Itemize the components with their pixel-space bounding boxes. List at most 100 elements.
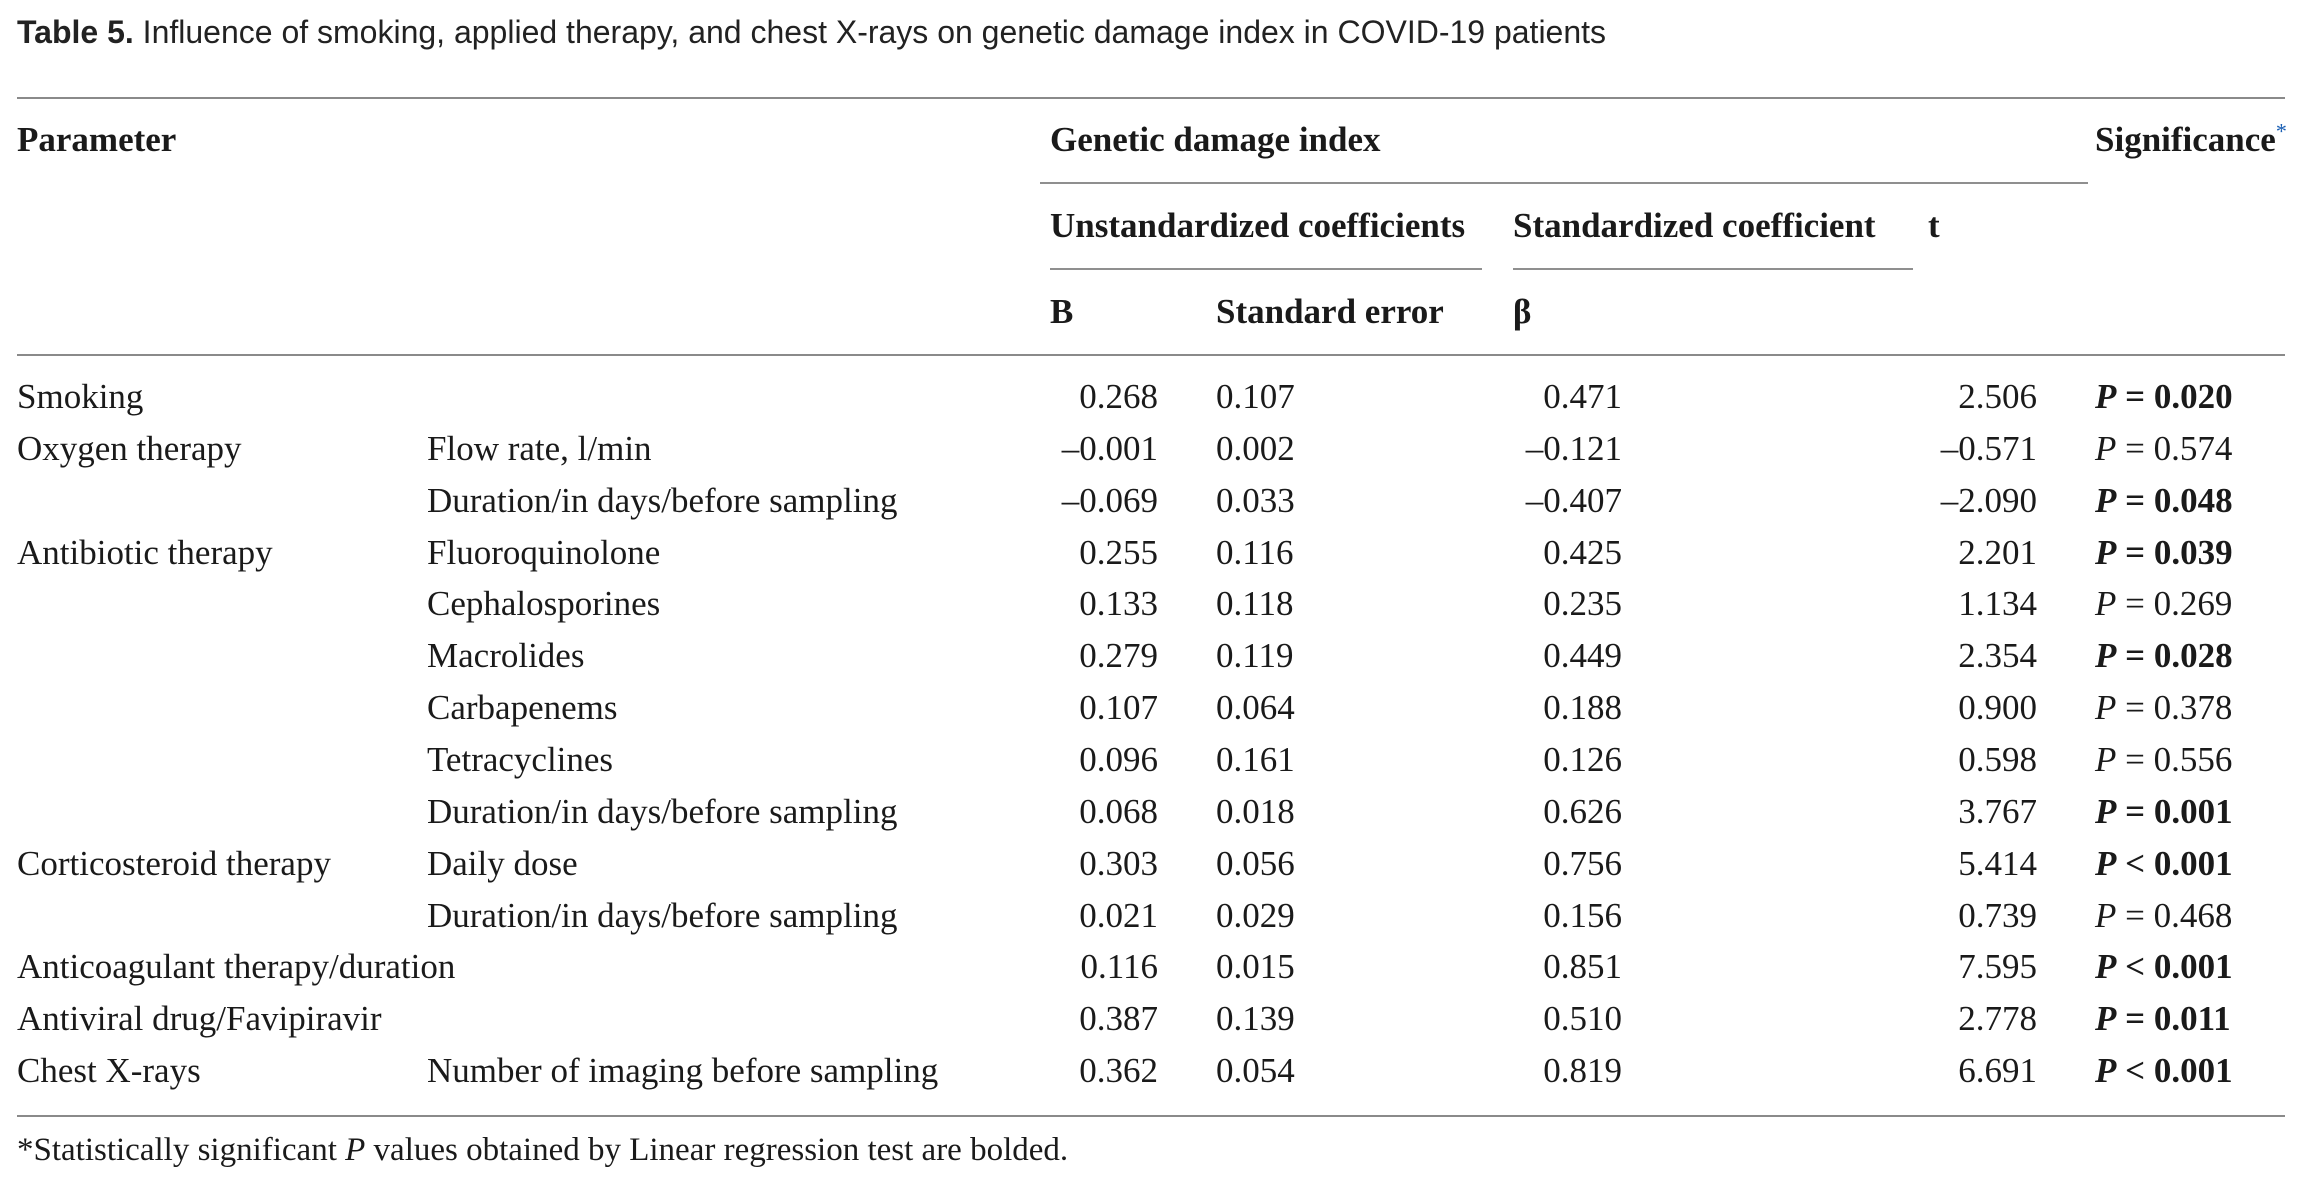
- row-subparameter: Duration/in days/before sampling: [427, 792, 898, 831]
- row-parameter: Anticoagulant therapy/duration: [17, 947, 456, 986]
- row-standard-error: 0.107: [1216, 377, 1295, 416]
- row-p-value: < 0.001: [2125, 1051, 2233, 1090]
- row-beta: 0.188: [1543, 688, 1622, 727]
- header-t: t: [1928, 206, 1940, 245]
- table-caption: Table 5. Influence of smoking, applied t…: [17, 12, 1606, 52]
- row-t: 1.134: [1958, 584, 2037, 623]
- row-beta: 0.156: [1543, 896, 1622, 935]
- row-p-value: = 0.468: [2125, 896, 2233, 935]
- row-standard-error: 0.054: [1216, 1051, 1295, 1090]
- row-parameter: Antibiotic therapy: [17, 533, 273, 572]
- row-subparameter: Number of imaging before sampling: [427, 1051, 939, 1090]
- header-bottom-rule: [17, 354, 2285, 356]
- row-p-label: P: [2095, 1051, 2117, 1090]
- row-p-label: P: [2095, 740, 2117, 779]
- footnote-text-after: values obtained by Linear regression tes…: [365, 1132, 1069, 1168]
- std-rule: [1513, 268, 1913, 270]
- row-p-value: < 0.001: [2125, 844, 2233, 883]
- row-t: 2.201: [1958, 533, 2037, 572]
- row-standard-error: 0.018: [1216, 792, 1295, 831]
- row-beta: 0.626: [1543, 792, 1622, 831]
- header-b: B: [1050, 292, 1074, 331]
- header-significance-label: Significance: [2095, 120, 2276, 159]
- row-beta: –0.407: [1525, 481, 1622, 520]
- row-t: 2.354: [1958, 636, 2037, 675]
- header-parameter: Parameter: [17, 120, 177, 159]
- row-beta: 0.756: [1543, 844, 1622, 883]
- row-significance: P = 0.556: [2095, 740, 2232, 780]
- row-p-value: = 0.048: [2125, 481, 2233, 520]
- row-subparameter: Fluoroquinolone: [427, 533, 661, 572]
- row-standard-error: 0.119: [1216, 636, 1294, 675]
- row-t: 5.414: [1958, 844, 2037, 883]
- row-standard-error: 0.064: [1216, 688, 1295, 727]
- row-b: 0.255: [1079, 533, 1158, 572]
- row-parameter: Corticosteroid therapy: [17, 844, 331, 883]
- row-standard-error: 0.033: [1216, 481, 1295, 520]
- row-significance: P < 0.001: [2095, 947, 2233, 987]
- row-t: 0.739: [1958, 896, 2037, 935]
- row-p-label: P: [2095, 688, 2117, 727]
- row-beta: –0.121: [1525, 429, 1622, 468]
- row-t: 3.767: [1958, 792, 2037, 831]
- row-significance: P < 0.001: [2095, 1051, 2233, 1091]
- row-standard-error: 0.015: [1216, 947, 1295, 986]
- row-t: –2.090: [1940, 481, 2037, 520]
- row-b: 0.387: [1079, 999, 1158, 1038]
- row-significance: P = 0.574: [2095, 429, 2232, 469]
- row-p-label: P: [2095, 533, 2117, 572]
- row-subparameter: Tetracyclines: [427, 740, 614, 779]
- header-significance: Significance*: [2095, 120, 2287, 160]
- row-b: 0.068: [1079, 792, 1158, 831]
- row-p-value: = 0.011: [2125, 999, 2231, 1038]
- row-p-label: P: [2095, 636, 2117, 675]
- header-beta: β: [1513, 292, 1532, 331]
- row-b: –0.069: [1061, 481, 1158, 520]
- row-significance: P = 0.011: [2095, 999, 2231, 1039]
- row-beta: 0.235: [1543, 584, 1622, 623]
- row-t: 0.598: [1958, 740, 2037, 779]
- row-beta: 0.819: [1543, 1051, 1622, 1090]
- row-beta: 0.425: [1543, 533, 1622, 572]
- row-b: 0.021: [1079, 896, 1158, 935]
- header-standard-error: Standard error: [1216, 292, 1444, 331]
- row-standard-error: 0.118: [1216, 584, 1294, 623]
- row-p-label: P: [2095, 377, 2117, 416]
- row-subparameter: Carbapenems: [427, 688, 618, 727]
- row-significance: P = 0.001: [2095, 792, 2233, 832]
- row-parameter: Oxygen therapy: [17, 429, 242, 468]
- row-subparameter: Flow rate, l/min: [427, 429, 652, 468]
- row-significance: P < 0.001: [2095, 844, 2233, 884]
- row-t: 6.691: [1958, 1051, 2037, 1090]
- row-p-label: P: [2095, 896, 2117, 935]
- table-title: Influence of smoking, applied therapy, a…: [142, 14, 1607, 50]
- significance-footnote-marker: *: [2275, 118, 2287, 144]
- row-b: 0.362: [1079, 1051, 1158, 1090]
- row-p-label: P: [2095, 481, 2117, 520]
- row-t: 2.778: [1958, 999, 2037, 1038]
- row-parameter: Antiviral drug/Favipiravir: [17, 999, 382, 1038]
- row-t: 2.506: [1958, 377, 2037, 416]
- row-subparameter: Macrolides: [427, 636, 585, 675]
- row-b: 0.096: [1079, 740, 1158, 779]
- row-p-label: P: [2095, 844, 2117, 883]
- row-p-label: P: [2095, 947, 2117, 986]
- row-p-value: = 0.574: [2125, 429, 2233, 468]
- row-beta: 0.510: [1543, 999, 1622, 1038]
- header-standardized: Standardized coefficient: [1513, 206, 1876, 245]
- row-standard-error: 0.116: [1216, 533, 1294, 572]
- unstd-rule: [1050, 268, 1482, 270]
- footnote-marker: *: [17, 1132, 34, 1168]
- row-p-value: = 0.020: [2125, 377, 2233, 416]
- row-subparameter: Duration/in days/before sampling: [427, 481, 898, 520]
- row-beta: 0.471: [1543, 377, 1622, 416]
- row-p-value: = 0.001: [2125, 792, 2233, 831]
- row-parameter: Chest X-rays: [17, 1051, 201, 1090]
- row-p-value: = 0.378: [2125, 688, 2233, 727]
- row-t: –0.571: [1940, 429, 2037, 468]
- table-label: Table 5.: [17, 14, 134, 50]
- row-b: 0.116: [1080, 947, 1158, 986]
- row-standard-error: 0.161: [1216, 740, 1295, 779]
- row-t: 0.900: [1958, 688, 2037, 727]
- row-beta: 0.851: [1543, 947, 1622, 986]
